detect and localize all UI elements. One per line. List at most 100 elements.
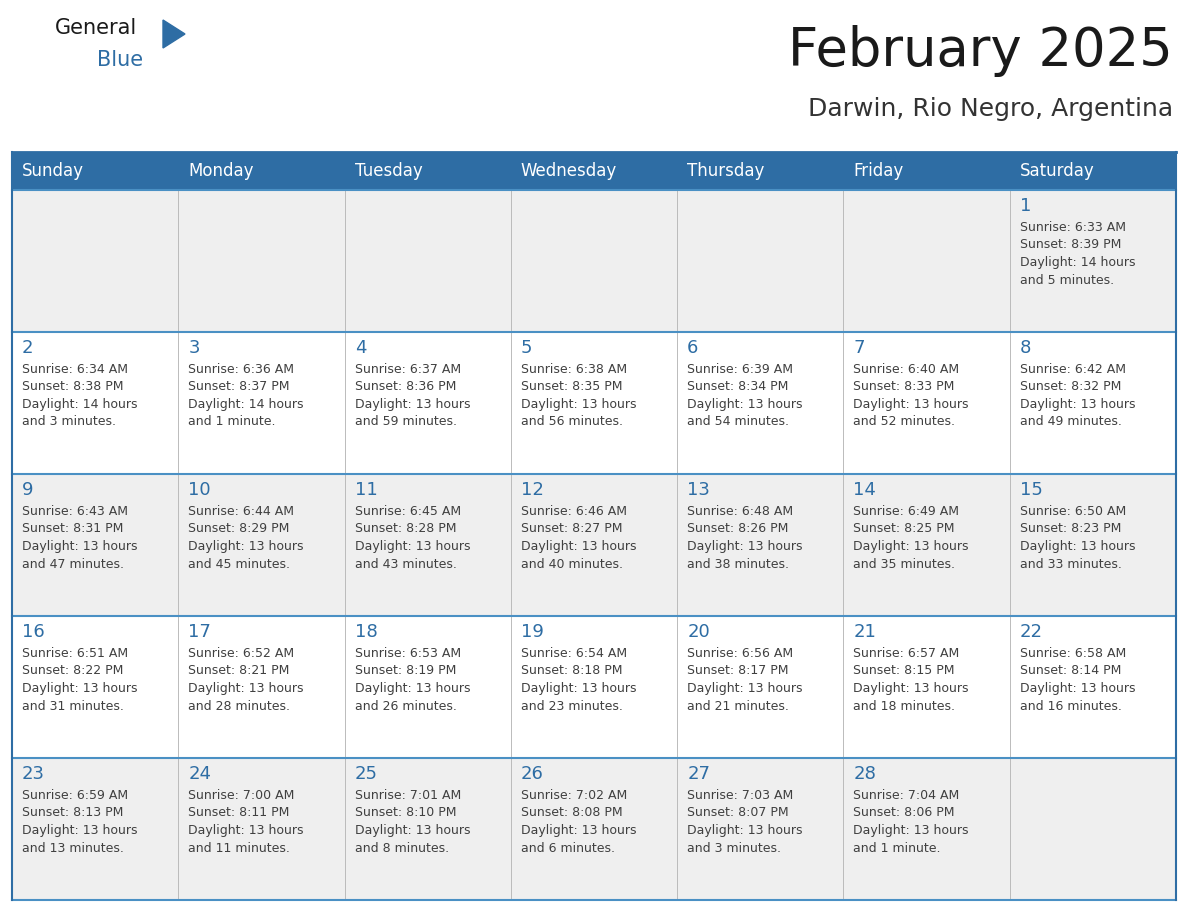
FancyBboxPatch shape [345,758,511,900]
FancyBboxPatch shape [345,332,511,474]
Text: Sunset: 8:10 PM: Sunset: 8:10 PM [354,807,456,820]
Text: 10: 10 [188,481,211,499]
FancyBboxPatch shape [511,616,677,758]
Text: 3: 3 [188,339,200,357]
Text: Sunrise: 6:59 AM: Sunrise: 6:59 AM [23,789,128,802]
Text: 5: 5 [520,339,532,357]
Text: Sunrise: 6:45 AM: Sunrise: 6:45 AM [354,505,461,518]
Text: Daylight: 13 hours: Daylight: 13 hours [23,682,138,695]
Text: and 45 minutes.: and 45 minutes. [188,557,290,570]
Text: Sunset: 8:19 PM: Sunset: 8:19 PM [354,665,456,677]
Text: Sunset: 8:26 PM: Sunset: 8:26 PM [687,522,789,535]
FancyBboxPatch shape [1010,474,1176,616]
Text: Sunrise: 6:42 AM: Sunrise: 6:42 AM [1019,363,1126,376]
Text: and 40 minutes.: and 40 minutes. [520,557,623,570]
Text: and 56 minutes.: and 56 minutes. [520,416,623,429]
FancyBboxPatch shape [1010,190,1176,332]
Text: Sunset: 8:28 PM: Sunset: 8:28 PM [354,522,456,535]
FancyBboxPatch shape [1010,332,1176,474]
Text: 12: 12 [520,481,544,499]
Text: 15: 15 [1019,481,1043,499]
FancyBboxPatch shape [511,190,677,332]
Text: and 8 minutes.: and 8 minutes. [354,842,449,855]
Text: 14: 14 [853,481,877,499]
FancyBboxPatch shape [843,616,1010,758]
Text: 28: 28 [853,765,877,783]
Text: Daylight: 13 hours: Daylight: 13 hours [23,540,138,553]
FancyBboxPatch shape [12,332,178,474]
Text: Daylight: 14 hours: Daylight: 14 hours [23,398,138,411]
FancyBboxPatch shape [843,474,1010,616]
Text: 20: 20 [687,623,710,641]
FancyBboxPatch shape [511,474,677,616]
Text: Daylight: 13 hours: Daylight: 13 hours [853,398,969,411]
Text: and 31 minutes.: and 31 minutes. [23,700,124,712]
Text: Sunrise: 7:03 AM: Sunrise: 7:03 AM [687,789,794,802]
Text: and 3 minutes.: and 3 minutes. [23,416,116,429]
Text: and 6 minutes.: and 6 minutes. [520,842,615,855]
Text: Saturday: Saturday [1019,162,1094,180]
Text: Daylight: 13 hours: Daylight: 13 hours [520,540,637,553]
Text: Daylight: 13 hours: Daylight: 13 hours [354,540,470,553]
Text: 25: 25 [354,765,378,783]
FancyBboxPatch shape [345,474,511,616]
FancyBboxPatch shape [1010,758,1176,900]
FancyBboxPatch shape [345,616,511,758]
Text: 23: 23 [23,765,45,783]
FancyBboxPatch shape [178,616,345,758]
Text: Sunrise: 6:54 AM: Sunrise: 6:54 AM [520,647,627,660]
FancyBboxPatch shape [677,758,843,900]
Text: Sunset: 8:21 PM: Sunset: 8:21 PM [188,665,290,677]
Text: Monday: Monday [188,162,254,180]
Text: Daylight: 13 hours: Daylight: 13 hours [687,824,803,837]
FancyBboxPatch shape [12,758,178,900]
Text: and 33 minutes.: and 33 minutes. [1019,557,1121,570]
FancyBboxPatch shape [843,758,1010,900]
Text: Sunset: 8:08 PM: Sunset: 8:08 PM [520,807,623,820]
FancyBboxPatch shape [677,474,843,616]
FancyBboxPatch shape [12,152,1176,190]
Text: Daylight: 13 hours: Daylight: 13 hours [188,682,304,695]
Text: and 21 minutes.: and 21 minutes. [687,700,789,712]
Text: and 35 minutes.: and 35 minutes. [853,557,955,570]
Text: Sunset: 8:13 PM: Sunset: 8:13 PM [23,807,124,820]
Text: and 11 minutes.: and 11 minutes. [188,842,290,855]
Text: Sunset: 8:27 PM: Sunset: 8:27 PM [520,522,623,535]
Text: Sunrise: 6:53 AM: Sunrise: 6:53 AM [354,647,461,660]
Text: Friday: Friday [853,162,904,180]
Text: Sunrise: 6:52 AM: Sunrise: 6:52 AM [188,647,295,660]
Text: Sunrise: 6:49 AM: Sunrise: 6:49 AM [853,505,960,518]
Text: 4: 4 [354,339,366,357]
Text: Sunrise: 6:33 AM: Sunrise: 6:33 AM [1019,221,1126,234]
Text: Sunset: 8:35 PM: Sunset: 8:35 PM [520,380,623,394]
FancyBboxPatch shape [178,190,345,332]
FancyBboxPatch shape [677,332,843,474]
Text: Darwin, Rio Negro, Argentina: Darwin, Rio Negro, Argentina [808,97,1173,121]
Text: Sunset: 8:31 PM: Sunset: 8:31 PM [23,522,124,535]
Text: Daylight: 13 hours: Daylight: 13 hours [188,824,304,837]
FancyBboxPatch shape [178,474,345,616]
Text: Sunrise: 6:39 AM: Sunrise: 6:39 AM [687,363,794,376]
Text: Sunrise: 6:57 AM: Sunrise: 6:57 AM [853,647,960,660]
Text: Sunset: 8:14 PM: Sunset: 8:14 PM [1019,665,1121,677]
Text: Sunset: 8:23 PM: Sunset: 8:23 PM [1019,522,1121,535]
Text: 7: 7 [853,339,865,357]
Text: Sunset: 8:38 PM: Sunset: 8:38 PM [23,380,124,394]
Text: 9: 9 [23,481,33,499]
Text: and 16 minutes.: and 16 minutes. [1019,700,1121,712]
Text: Daylight: 13 hours: Daylight: 13 hours [687,398,803,411]
Text: Daylight: 13 hours: Daylight: 13 hours [23,824,138,837]
Text: Sunrise: 7:04 AM: Sunrise: 7:04 AM [853,789,960,802]
FancyBboxPatch shape [677,616,843,758]
Text: and 47 minutes.: and 47 minutes. [23,557,124,570]
Text: Sunset: 8:36 PM: Sunset: 8:36 PM [354,380,456,394]
Text: Sunrise: 6:50 AM: Sunrise: 6:50 AM [1019,505,1126,518]
Text: Sunrise: 7:00 AM: Sunrise: 7:00 AM [188,789,295,802]
Text: Sunset: 8:34 PM: Sunset: 8:34 PM [687,380,789,394]
FancyBboxPatch shape [1010,616,1176,758]
Text: Daylight: 14 hours: Daylight: 14 hours [188,398,304,411]
FancyBboxPatch shape [511,332,677,474]
Text: and 1 minute.: and 1 minute. [853,842,941,855]
Text: and 54 minutes.: and 54 minutes. [687,416,789,429]
Text: Sunset: 8:25 PM: Sunset: 8:25 PM [853,522,955,535]
